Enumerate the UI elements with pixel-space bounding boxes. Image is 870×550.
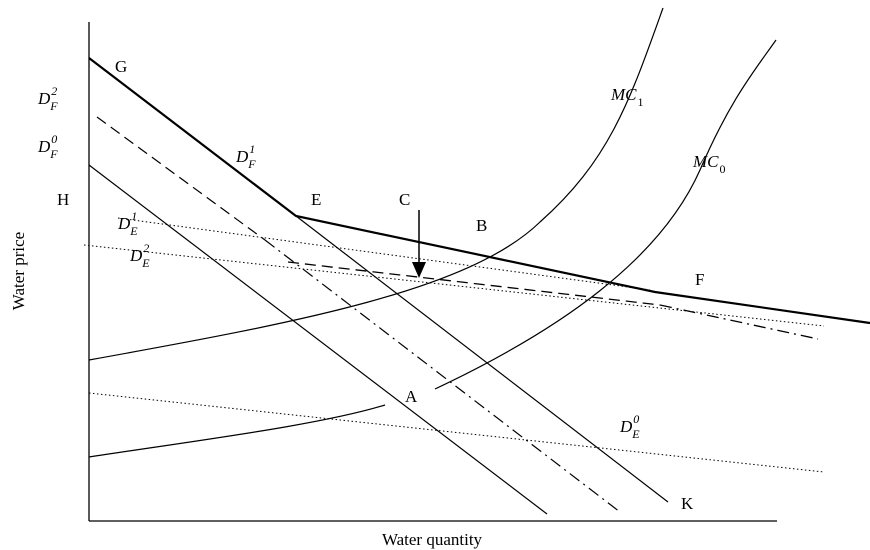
label-de1: D1 E xyxy=(117,209,138,238)
arrow-C-head xyxy=(412,262,426,278)
dash-dot-line-right xyxy=(659,304,819,340)
label-mc1: MC1 xyxy=(610,85,644,109)
dotted-line-DE0 xyxy=(88,392,825,473)
label-df0: D0 F xyxy=(37,132,58,161)
lower-curve-to-A xyxy=(88,404,386,458)
dash-dot-line xyxy=(264,239,621,513)
mc0-curve xyxy=(434,39,777,390)
line-H-down xyxy=(88,164,548,515)
y-axis-title: Water price xyxy=(9,232,28,310)
label-B: B xyxy=(476,216,487,235)
dotted-line-DE2 xyxy=(83,244,825,327)
label-de2: D2 E xyxy=(129,241,150,270)
dotted-line-DE1 xyxy=(117,217,651,291)
x-axis-title: Water quantity xyxy=(382,530,483,549)
label-F: F xyxy=(695,270,704,289)
dashed-line-DF2 xyxy=(96,116,266,241)
label-A: A xyxy=(405,387,418,406)
line-E-K xyxy=(295,215,669,503)
label-E: E xyxy=(311,190,321,209)
label-H: H xyxy=(57,190,69,209)
dashed-line-C xyxy=(287,261,661,306)
label-C: C xyxy=(399,190,410,209)
label-df2: D2 F xyxy=(37,84,58,113)
label-mc0: MC0 xyxy=(692,152,726,176)
demand-curve-G-E-F xyxy=(88,57,870,325)
label-de0: D0 E xyxy=(619,412,640,441)
label-df1: D1 F xyxy=(235,142,256,171)
label-G: G xyxy=(115,57,127,76)
mc1-curve xyxy=(88,7,664,361)
label-K: K xyxy=(681,494,694,513)
